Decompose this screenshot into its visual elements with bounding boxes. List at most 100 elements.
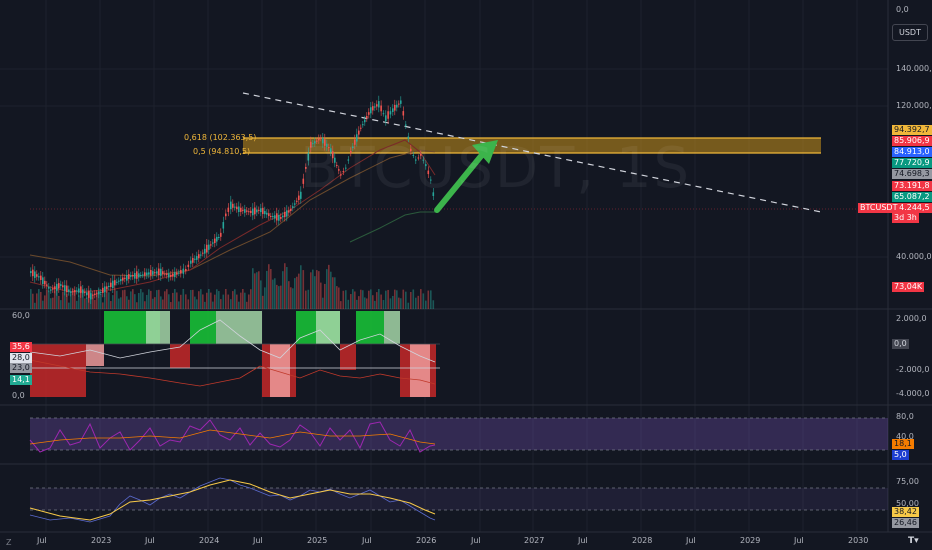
candle-body [372, 106, 374, 111]
tv-logo-icon[interactable]: T▾ [908, 536, 919, 546]
volume-bar [382, 300, 385, 309]
candle-body [246, 210, 248, 212]
candle-body [210, 244, 212, 246]
price-tag: 65.087,2 [892, 192, 932, 202]
macd-hist-block [270, 344, 290, 397]
volume-bar [204, 301, 206, 309]
volume-bar [307, 289, 310, 309]
candle-body [194, 258, 196, 260]
volume-bar [44, 295, 46, 309]
volume-bar [58, 295, 60, 309]
time-tick-label: Jul [578, 536, 588, 545]
candle-body [298, 195, 300, 201]
candle-body [412, 154, 415, 156]
volume-bar [62, 291, 64, 309]
volume-bar [94, 299, 96, 309]
candle-body [34, 271, 36, 278]
price-tag: 77.720,9 [892, 158, 932, 168]
candle-body [415, 159, 417, 161]
candle-body [345, 167, 347, 169]
candle-body [420, 154, 422, 156]
candle-body [292, 206, 294, 208]
currency-button[interactable]: USDT [892, 24, 928, 41]
volume-bar [222, 294, 225, 309]
candle-body [94, 293, 96, 296]
timezone-icon[interactable]: Z [6, 538, 12, 547]
volume-bar [108, 292, 110, 309]
candle-body [196, 256, 198, 260]
volume-bar [56, 289, 58, 309]
volume-bar [338, 287, 340, 309]
candle-body [244, 209, 246, 213]
candle-body [120, 279, 122, 282]
candle-body [264, 210, 266, 215]
volume-bar [415, 297, 417, 309]
candle-body [370, 107, 372, 114]
time-tick-label: Jul [362, 536, 372, 545]
candle-body [202, 252, 204, 254]
candle-body [432, 192, 435, 196]
volume-bar [240, 292, 242, 309]
volume-bar [82, 290, 84, 309]
dmi-value-label: 14,1 [10, 375, 32, 385]
dmi-value-label: 0,0 [12, 391, 25, 400]
candle-body [387, 111, 389, 119]
stoch-k [29, 477, 436, 523]
time-tick-label: 2026 [416, 536, 437, 545]
volume-bar [402, 289, 405, 309]
time-tick-label: Jul [471, 536, 481, 545]
candle-body [338, 169, 340, 171]
candle-body [360, 127, 362, 129]
candle-body [340, 174, 342, 176]
volume-bar [345, 290, 347, 309]
time-tick-label: Jul [794, 536, 804, 545]
time-tick-label: 2029 [740, 536, 761, 545]
volume-bar [270, 269, 272, 309]
candle-body [307, 153, 310, 161]
volume-bar [412, 289, 415, 309]
volume-bar [132, 289, 134, 309]
volume-bar [112, 295, 114, 309]
volume-bar [178, 301, 180, 309]
volume-bar [60, 300, 62, 309]
candle-body [268, 213, 270, 217]
candle-body [88, 291, 90, 298]
candle-body [284, 212, 286, 218]
dmi-value-label: 60,0 [12, 311, 30, 320]
candle-body [234, 206, 236, 208]
candle-body [112, 280, 114, 289]
candle-body [60, 284, 62, 286]
candle-body [178, 272, 180, 274]
candle-body [330, 148, 332, 153]
candle-body [280, 217, 282, 219]
candle-body [30, 271, 32, 274]
candle-body [36, 274, 38, 277]
candle-body [187, 264, 190, 268]
volume-bar [238, 301, 240, 309]
volume-bar [70, 293, 72, 309]
volume-bar [206, 292, 208, 309]
time-tick-label: 2027 [524, 536, 545, 545]
dmi-value-label: 23,0 [10, 363, 32, 373]
volume-bar [336, 286, 338, 309]
rsi-line [29, 419, 436, 453]
candle-body [272, 216, 274, 218]
volume-bar [78, 295, 80, 309]
candle-body [242, 209, 244, 211]
candle-body [216, 236, 218, 242]
volume-bar [182, 289, 185, 309]
candle-body [252, 208, 254, 216]
candle-body [76, 290, 78, 292]
volume-bar [124, 289, 126, 309]
candle-body [324, 139, 326, 146]
candle-body [150, 269, 152, 276]
candle-body [382, 113, 385, 115]
volume-bar [400, 298, 402, 309]
candle-body [58, 283, 60, 289]
volume-bar [146, 294, 148, 309]
volume-bar [432, 300, 435, 309]
candle-body [48, 286, 50, 289]
volume-bar [144, 301, 146, 309]
candle-body [352, 146, 354, 149]
